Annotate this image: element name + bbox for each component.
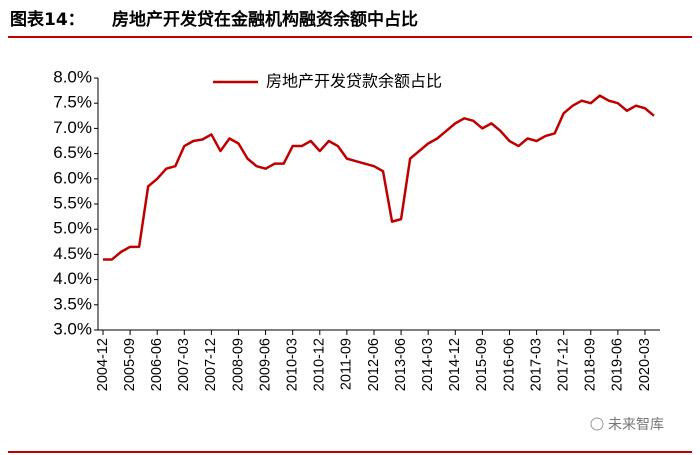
chart-title: 房地产开发贷在金融机构融资余额中占比	[112, 9, 418, 30]
x-tick-label: 2010-12	[312, 338, 328, 391]
x-tick-label: 2020-03	[637, 338, 653, 391]
x-tick-label: 2018-09	[583, 338, 599, 391]
chart-label: 图表14：	[10, 9, 85, 30]
x-tick-label: 2008-09	[230, 338, 246, 391]
x-tick-label: 2015-09	[474, 338, 490, 391]
y-tick-label: 6.0%	[53, 168, 92, 187]
y-tick-label: 4.5%	[53, 244, 92, 263]
x-tick-label: 2004-12	[95, 338, 111, 391]
y-tick-label: 3.0%	[53, 319, 92, 338]
x-tick-label: 2014-12	[447, 338, 463, 391]
y-tick-label: 4.0%	[53, 269, 92, 288]
x-tick-label: 2011-09	[339, 338, 355, 390]
x-tick-label: 2013-06	[393, 338, 409, 391]
x-tick-label: 2012-06	[366, 338, 382, 391]
line	[103, 94, 655, 261]
y-tick-label: 5.0%	[53, 219, 92, 238]
y-tick-label: 7.5%	[53, 93, 92, 112]
watermark-icon	[590, 417, 604, 431]
y-tick-label: 7.0%	[53, 118, 92, 137]
x-tick-label: 2017-12	[556, 338, 572, 391]
y-tick-label: 5.5%	[53, 193, 92, 212]
x-tick-label: 2007-03	[176, 338, 192, 391]
x-tick-label: 2016-06	[501, 338, 517, 391]
y-tick-label: 8.0%	[53, 67, 92, 86]
x-tick-label: 2014-03	[420, 338, 436, 391]
x-tick-label: 2007-12	[203, 338, 219, 391]
y-tick-label: 3.5%	[53, 294, 92, 313]
watermark: 未来智库	[608, 417, 664, 433]
x-tick-label: 2006-06	[149, 338, 165, 391]
x-tick-label: 2010-03	[285, 338, 301, 391]
x-tick-label: 2009-06	[257, 338, 273, 391]
x-tick-label: 2017-03	[528, 338, 544, 391]
x-tick-label: 2005-09	[122, 338, 138, 391]
y-tick-label: 6.5%	[53, 143, 92, 162]
legend-label: 房地产开发贷款余额占比	[266, 72, 442, 91]
x-tick-label: 2019-06	[610, 338, 626, 391]
